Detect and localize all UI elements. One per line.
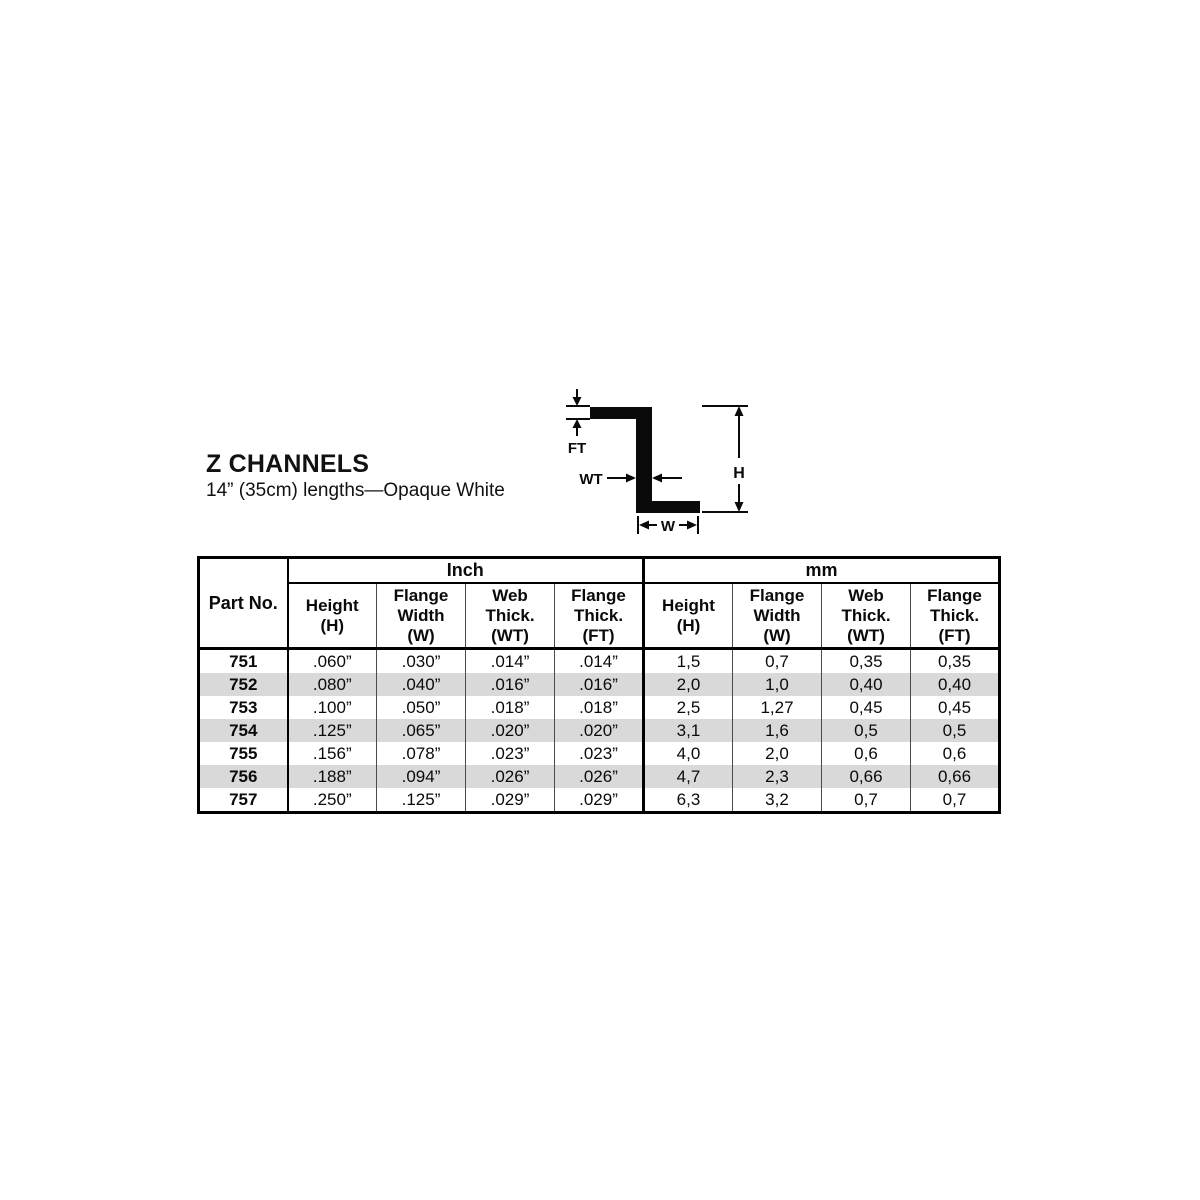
value-cell: 1,27 — [732, 696, 822, 719]
value-cell: 0,5 — [910, 719, 1000, 742]
z-channel-diagram: FT WT H W — [566, 389, 748, 535]
wt-label: WT — [579, 471, 602, 488]
value-cell: .023” — [465, 742, 555, 765]
value-cell: 2,5 — [642, 696, 733, 719]
unit-group-mm: mm — [642, 557, 1000, 584]
value-cell: .014” — [465, 648, 555, 673]
table-row: 752 .080” .040” .016” .016” 2,0 1,0 0,40… — [198, 673, 1000, 696]
h-dimension: H — [702, 405, 748, 513]
value-cell: 1,0 — [732, 673, 822, 696]
value-cell: .040” — [376, 673, 466, 696]
part-number-cell: 756 — [229, 767, 258, 786]
z-profile-shape — [590, 407, 700, 513]
value-cell: .016” — [465, 673, 555, 696]
value-cell: 2,3 — [732, 765, 822, 788]
value-cell: 2,0 — [642, 673, 733, 696]
value-cell: .188” — [286, 765, 377, 788]
value-cell: .018” — [554, 696, 644, 719]
table-row: 756 .188” .094” .026” .026” 4,7 2,3 0,66… — [198, 765, 1000, 788]
value-cell: .030” — [376, 648, 466, 673]
value-cell: 0,66 — [821, 765, 911, 788]
column-header-mm-height: Height (H) — [642, 583, 733, 650]
value-cell: .125” — [376, 788, 466, 813]
column-header-inch-flange-thick: Flange Thick. (FT) — [554, 583, 644, 650]
value-cell: .065” — [376, 719, 466, 742]
table-row: 751 .060” .030” .014” .014” 1,5 0,7 0,35… — [199, 648, 1000, 673]
table-row: 754 .125” .065” .020” .020” 3,1 1,6 0,5 … — [198, 719, 1000, 742]
part-number-cell: 755 — [229, 744, 258, 763]
value-cell: 3,1 — [642, 719, 733, 742]
table-row: 753 .100” .050” .018” .018” 2,5 1,27 0,4… — [199, 696, 1000, 719]
ft-label: FT — [568, 440, 586, 457]
part-number-cell: 754 — [229, 721, 258, 740]
value-cell: .080” — [286, 673, 377, 696]
value-cell: 0,35 — [821, 648, 911, 673]
value-cell: 0,35 — [910, 648, 1000, 673]
value-cell: 4,7 — [642, 765, 733, 788]
spec-table-section: Part No. Inch mm Height (H) Flange Width… — [197, 556, 1001, 814]
unit-group-inch: Inch — [286, 557, 644, 584]
value-cell: .026” — [465, 765, 555, 788]
value-cell: 0,7 — [732, 648, 822, 673]
value-cell: 0,7 — [821, 788, 911, 813]
value-cell: .125” — [286, 719, 377, 742]
value-cell: 0,66 — [910, 765, 1000, 788]
value-cell: .026” — [554, 765, 644, 788]
value-cell: 0,5 — [821, 719, 911, 742]
w-label: W — [661, 518, 676, 535]
value-cell: 1,6 — [732, 719, 822, 742]
part-number-cell: 757 — [229, 790, 258, 809]
wt-dimension: WT — [579, 471, 682, 488]
value-cell: 0,40 — [910, 673, 1000, 696]
column-header-mm-flange-width: Flange Width (W) — [732, 583, 822, 650]
ft-dimension: FT — [566, 389, 590, 457]
part-number-cell: 753 — [229, 698, 258, 717]
column-header-mm-flange-thick: Flange Thick. (FT) — [910, 583, 1000, 650]
spec-table: Part No. Inch mm Height (H) Flange Width… — [197, 556, 1001, 814]
value-cell: .100” — [286, 696, 377, 719]
value-cell: 4,0 — [642, 742, 733, 765]
value-cell: 0,45 — [821, 696, 911, 719]
column-header-inch-web-thick: Web Thick. (WT) — [465, 583, 555, 650]
value-cell: 6,3 — [642, 788, 733, 813]
table-row: 755 .156” .078” .023” .023” 4,0 2,0 0,6 … — [199, 742, 1000, 765]
column-header-mm-web-thick: Web Thick. (WT) — [821, 583, 911, 650]
column-header-inch-flange-width: Flange Width (W) — [376, 583, 466, 650]
value-cell: .094” — [376, 765, 466, 788]
value-cell: .078” — [376, 742, 466, 765]
w-dimension: W — [637, 516, 699, 535]
value-cell: 0,6 — [910, 742, 1000, 765]
value-cell: .060” — [286, 648, 377, 673]
page-subtitle: 14” (35cm) lengths—Opaque White — [206, 480, 505, 501]
value-cell: .029” — [554, 788, 644, 813]
part-number-cell: 751 — [229, 652, 258, 671]
value-cell: 1,5 — [642, 648, 733, 673]
title-block: Z CHANNELS 14” (35cm) lengths—Opaque Whi… — [206, 451, 505, 502]
value-cell: 0,45 — [910, 696, 1000, 719]
page-title: Z CHANNELS — [206, 450, 370, 478]
part-number-cell: 752 — [229, 675, 258, 694]
value-cell: 2,0 — [732, 742, 822, 765]
value-cell: .029” — [465, 788, 555, 813]
value-cell: 0,7 — [910, 788, 1000, 813]
column-header-part-no: Part No. — [198, 557, 289, 650]
value-cell: .250” — [286, 788, 377, 813]
value-cell: .018” — [465, 696, 555, 719]
value-cell: .023” — [554, 742, 644, 765]
table-row: 757 .250” .125” .029” .029” 6,3 3,2 0,7 … — [199, 788, 1000, 813]
value-cell: 3,2 — [732, 788, 822, 813]
value-cell: 0,40 — [821, 673, 911, 696]
value-cell: .020” — [554, 719, 644, 742]
value-cell: .156” — [286, 742, 377, 765]
value-cell: 0,6 — [821, 742, 911, 765]
value-cell: .016” — [554, 673, 644, 696]
column-header-inch-height: Height (H) — [286, 583, 377, 650]
h-label: H — [733, 465, 745, 482]
value-cell: .014” — [554, 648, 644, 673]
value-cell: .050” — [376, 696, 466, 719]
value-cell: .020” — [465, 719, 555, 742]
